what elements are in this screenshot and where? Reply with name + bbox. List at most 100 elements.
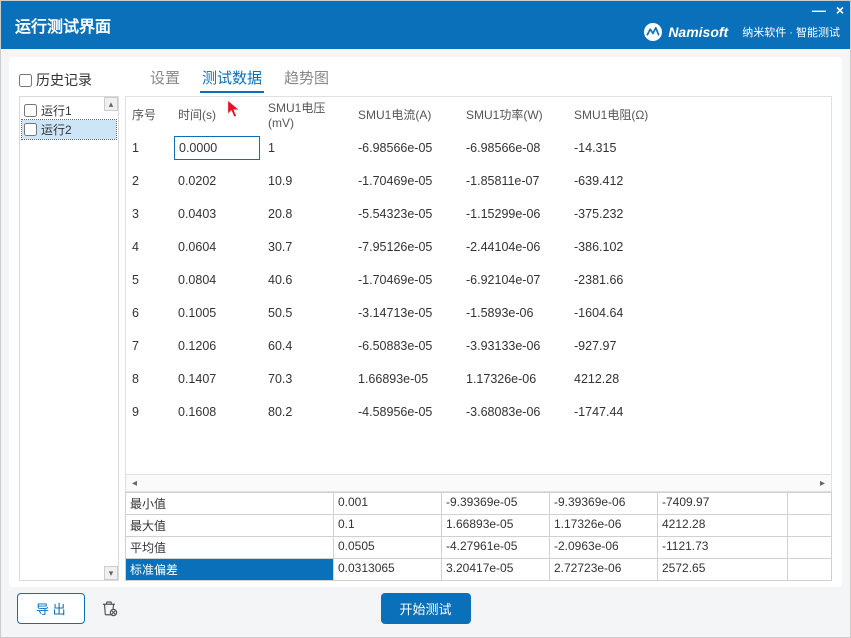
editing-cell[interactable]: 0.0000 [174, 136, 260, 160]
cell[interactable]: -1.5893e-06 [460, 306, 568, 320]
col-header-0[interactable]: 序号 [126, 106, 172, 123]
start-test-button[interactable]: 开始测试 [380, 593, 470, 624]
table-row[interactable]: 10.00001-6.98566e-05-6.98566e-08-14.315 [126, 131, 831, 164]
table-row[interactable]: 90.160880.2-4.58956e-05-3.68083e-06-1747… [126, 395, 831, 428]
cell[interactable]: 20.8 [262, 207, 352, 221]
cell[interactable]: 0.1608 [172, 405, 262, 419]
sidebar-item-0[interactable]: 运行1 [22, 101, 116, 120]
cell[interactable]: -14.315 [568, 141, 676, 155]
run-history-sidebar[interactable]: ▴ 运行1运行2 ▾ [19, 96, 119, 581]
tab-1[interactable]: 测试数据 [202, 67, 262, 92]
cell[interactable]: -5.54323e-05 [352, 207, 460, 221]
cell[interactable]: -375.232 [568, 207, 676, 221]
cell[interactable]: -6.98566e-08 [460, 141, 568, 155]
cell[interactable]: -639.412 [568, 174, 676, 188]
sidebar-item-checkbox[interactable] [24, 123, 37, 136]
cell[interactable]: -3.14713e-05 [352, 306, 460, 320]
cell[interactable]: 0.1005 [172, 306, 262, 320]
cell[interactable]: 0.0804 [172, 273, 262, 287]
stats-value: 1.66893e-05 [442, 514, 550, 536]
cell[interactable]: -6.98566e-05 [352, 141, 460, 155]
cell[interactable]: -1604.64 [568, 306, 676, 320]
cell[interactable]: 2 [126, 174, 172, 188]
cell[interactable]: 5 [126, 273, 172, 287]
col-header-3[interactable]: SMU1电流(A) [352, 106, 460, 123]
table-row[interactable]: 60.100550.5-3.14713e-05-1.5893e-06-1604.… [126, 296, 831, 329]
cell[interactable]: 80.2 [262, 405, 352, 419]
sidebar-item-1[interactable]: 运行2 [22, 120, 116, 139]
cell[interactable]: 1.66893e-05 [352, 372, 460, 386]
cell[interactable]: -6.92104e-07 [460, 273, 568, 287]
cell[interactable]: 0.0000 [172, 136, 262, 160]
sidebar-scroll-up[interactable]: ▴ [104, 97, 118, 111]
cell[interactable]: 4 [126, 240, 172, 254]
cell[interactable]: -927.97 [568, 339, 676, 353]
cell[interactable]: 7 [126, 339, 172, 353]
cell[interactable]: -1.70469e-05 [352, 273, 460, 287]
stats-row-1[interactable]: 最大值0.11.66893e-051.17326e-064212.28 [126, 514, 831, 536]
cell[interactable]: -7.95126e-05 [352, 240, 460, 254]
cell[interactable]: -1.85811e-07 [460, 174, 568, 188]
table-row[interactable]: 50.080440.6-1.70469e-05-6.92104e-07-2381… [126, 263, 831, 296]
stats-value: 4212.28 [658, 514, 788, 536]
cell[interactable]: -2.44104e-06 [460, 240, 568, 254]
col-header-1[interactable]: 时间(s) [172, 106, 262, 123]
cell[interactable]: 0.1206 [172, 339, 262, 353]
col-header-4[interactable]: SMU1功率(W) [460, 106, 568, 123]
cell[interactable]: 3 [126, 207, 172, 221]
col-header-5[interactable]: SMU1电阻(Ω) [568, 106, 676, 123]
cell[interactable]: -2381.66 [568, 273, 676, 287]
history-toggle[interactable]: 历史记录 [19, 70, 92, 90]
stats-row-0[interactable]: 最小值0.001-9.39369e-05-9.39369e-06-7409.97 [126, 492, 831, 514]
export-button[interactable]: 导 出 [17, 593, 85, 624]
cell[interactable]: 0.0403 [172, 207, 262, 221]
cell[interactable]: -3.93133e-06 [460, 339, 568, 353]
col-header-2[interactable]: SMU1电压(mV) [262, 99, 352, 130]
stats-value: 3.20417e-05 [442, 558, 550, 580]
stats-row-2[interactable]: 平均值0.0505-4.27961e-05-2.0963e-06-1121.73 [126, 536, 831, 558]
brand: Namisoft 纳米软件 · 智能测试 [644, 23, 840, 41]
stats-row-3[interactable]: 标准偏差0.03130653.20417e-052.72723e-062572.… [126, 558, 831, 580]
tab-2[interactable]: 趋势图 [284, 67, 329, 92]
table-row[interactable]: 20.020210.9-1.70469e-05-1.85811e-07-639.… [126, 164, 831, 197]
stats-value: -4.27961e-05 [442, 536, 550, 558]
cell[interactable]: -1.70469e-05 [352, 174, 460, 188]
cell[interactable]: 0.1407 [172, 372, 262, 386]
cell[interactable]: 4212.28 [568, 372, 676, 386]
grid-header: 序号时间(s)SMU1电压(mV)SMU1电流(A)SMU1功率(W)SMU1电… [126, 97, 831, 131]
history-checkbox[interactable] [19, 74, 32, 87]
table-row[interactable]: 70.120660.4-6.50883e-05-3.93133e-06-927.… [126, 329, 831, 362]
cell[interactable]: 1.17326e-06 [460, 372, 568, 386]
table-row[interactable]: 40.060430.7-7.95126e-05-2.44104e-06-386.… [126, 230, 831, 263]
tab-0[interactable]: 设置 [150, 67, 180, 92]
cell[interactable]: 70.3 [262, 372, 352, 386]
cell[interactable]: 60.4 [262, 339, 352, 353]
table-row[interactable]: 80.140770.31.66893e-051.17326e-064212.28 [126, 362, 831, 395]
sidebar-item-checkbox[interactable] [24, 104, 37, 117]
cell[interactable]: -1.15299e-06 [460, 207, 568, 221]
sidebar-scroll-down[interactable]: ▾ [104, 566, 118, 580]
cell[interactable]: 30.7 [262, 240, 352, 254]
cell[interactable]: -4.58956e-05 [352, 405, 460, 419]
cell[interactable]: -1747.44 [568, 405, 676, 419]
grid-hscrollbar[interactable]: ◂ ▸ [126, 474, 831, 491]
cell[interactable]: 1 [126, 141, 172, 155]
cell[interactable]: -6.50883e-05 [352, 339, 460, 353]
sidebar-item-label: 运行2 [41, 121, 72, 138]
scroll-left-icon[interactable]: ◂ [126, 475, 143, 492]
scroll-right-icon[interactable]: ▸ [814, 475, 831, 492]
table-row[interactable]: 30.040320.8-5.54323e-05-1.15299e-06-375.… [126, 197, 831, 230]
brand-name: Namisoft [668, 24, 728, 40]
cell[interactable]: 9 [126, 405, 172, 419]
cell[interactable]: 8 [126, 372, 172, 386]
cell[interactable]: 0.0202 [172, 174, 262, 188]
delete-button[interactable] [95, 594, 123, 622]
cell[interactable]: 10.9 [262, 174, 352, 188]
cell[interactable]: 0.0604 [172, 240, 262, 254]
cell[interactable]: -386.102 [568, 240, 676, 254]
cell[interactable]: 40.6 [262, 273, 352, 287]
cell[interactable]: 6 [126, 306, 172, 320]
cell[interactable]: 1 [262, 141, 352, 155]
cell[interactable]: -3.68083e-06 [460, 405, 568, 419]
cell[interactable]: 50.5 [262, 306, 352, 320]
